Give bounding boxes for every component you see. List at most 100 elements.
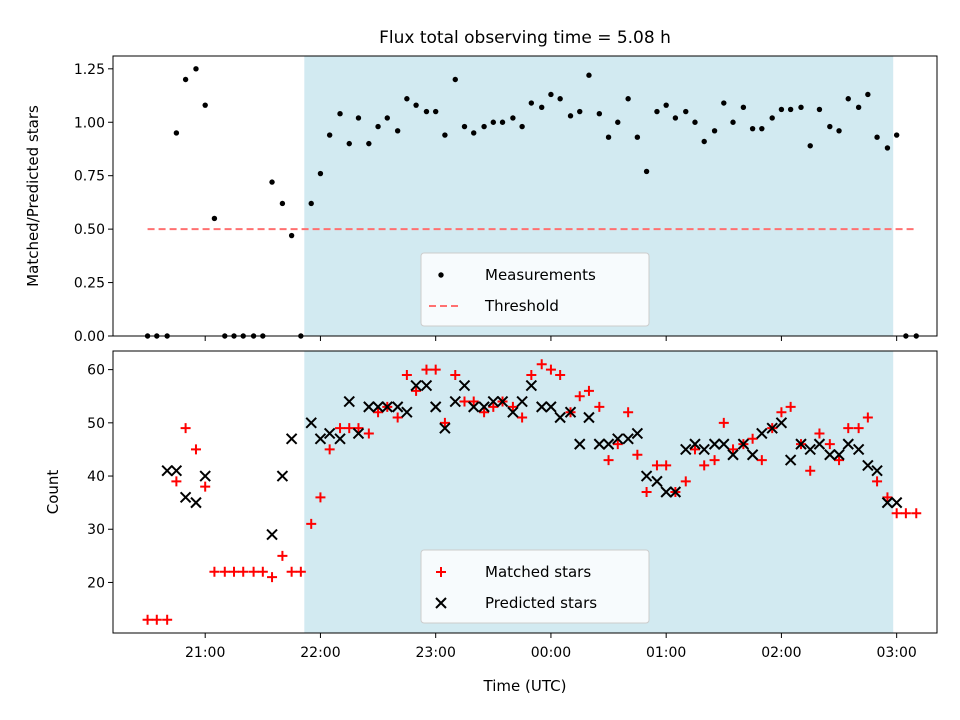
matched-stars-point <box>229 566 240 577</box>
legend-box <box>420 252 650 327</box>
measurement-point <box>355 115 362 121</box>
measurement-point <box>605 134 612 140</box>
measurement-point <box>759 125 765 132</box>
panel-ratio: 0.00 0.25 0.50 0.75 1.00 1.25 Matched/Predicte… <box>24 55 938 345</box>
y-tick-label: 50 <box>87 416 105 432</box>
matched-stars-point <box>632 449 643 460</box>
measurement-point <box>874 134 880 140</box>
measurement-point <box>308 200 314 207</box>
matched-stars-point <box>373 407 384 418</box>
predicted-stars-point <box>449 395 461 408</box>
y-tick-label: 1.00 <box>74 115 105 131</box>
matched-stars-point <box>814 428 825 439</box>
predicted-stars-point <box>478 401 490 413</box>
predicted-stars-point <box>507 406 519 418</box>
predicted-stars-point <box>266 528 278 541</box>
matched-stars-point <box>306 518 317 529</box>
predicted-stars-point <box>708 438 721 450</box>
predicted-stars-point <box>420 379 433 392</box>
predicted-stars-point <box>583 411 595 424</box>
predicted-stars-point <box>381 401 393 413</box>
x-tick-label: 02:00 <box>761 645 801 661</box>
predicted-stars-point <box>651 475 663 488</box>
y-tick-label: 0.75 <box>74 169 105 185</box>
predicted-stars-point <box>458 379 471 392</box>
measurement-point <box>625 96 631 102</box>
y-axis-label: Count <box>44 470 62 515</box>
matched-stars-point <box>335 423 346 434</box>
measurement-point <box>394 128 401 134</box>
matched-stars-point <box>257 566 268 577</box>
matched-stars-point <box>219 566 230 577</box>
legend: Measurements Threshold <box>420 252 650 327</box>
matched-stars-point <box>238 566 249 577</box>
measurement-point <box>567 113 574 119</box>
matched-stars-point <box>248 566 259 577</box>
matched-stars-point <box>776 407 787 418</box>
predicted-stars-point <box>545 401 557 413</box>
measurement-point <box>827 123 833 130</box>
predicted-stars-point <box>314 433 327 445</box>
axes-frame <box>112 350 938 634</box>
measurement-point <box>865 91 871 98</box>
predicted-stars-point <box>305 417 317 429</box>
predicted-stars-point <box>640 470 653 482</box>
measurement-point <box>845 96 851 102</box>
predicted-stars-point <box>775 417 788 429</box>
matched-stars-point <box>507 401 518 412</box>
matched-stars-point <box>680 476 691 487</box>
measurement-point <box>836 128 842 134</box>
predicted-stars-point <box>439 422 451 434</box>
measurement-point <box>692 119 698 125</box>
predicted-stars-point <box>766 422 778 434</box>
measurement-point <box>211 215 218 222</box>
axes-frame <box>112 55 938 337</box>
predicted-stars-point <box>352 427 365 440</box>
series-predicted-stars <box>161 379 903 541</box>
measurement-point <box>499 119 506 125</box>
measurement-point <box>855 104 862 110</box>
measurement-point <box>173 130 180 136</box>
matched-stars-point <box>603 455 614 466</box>
predicted-stars-point <box>698 443 710 456</box>
measurement-point <box>384 115 390 121</box>
predicted-stars-point <box>487 395 500 408</box>
predicted-stars-point <box>391 401 404 413</box>
measurement-point <box>769 115 775 121</box>
matched-stars-point <box>651 460 662 471</box>
matched-stars-point <box>295 566 306 577</box>
matched-stars-point <box>805 465 816 476</box>
matched-stars-point <box>171 476 182 487</box>
predicted-stars-point <box>536 401 548 413</box>
predicted-stars-point <box>564 406 577 418</box>
series-measurements <box>144 66 919 339</box>
measurement-point <box>539 104 545 110</box>
measurement-point <box>317 170 324 177</box>
predicted-stars-point <box>334 433 346 445</box>
measurement-point <box>413 102 419 108</box>
predicted-stars-point <box>170 465 183 477</box>
matched-stars-point <box>555 369 566 380</box>
matched-stars-point <box>872 476 883 487</box>
y-tick-label: 40 <box>87 469 105 485</box>
measurement-point <box>586 72 592 78</box>
predicted-stars-point <box>496 395 509 408</box>
matched-stars-point <box>623 407 634 418</box>
measurement-point <box>519 123 525 130</box>
measurement-point <box>375 123 381 130</box>
matched-stars-point <box>699 460 710 471</box>
measurement-point <box>663 102 669 108</box>
measurement-point <box>528 100 535 106</box>
matched-stars-point <box>911 508 922 519</box>
matched-stars-point <box>162 614 173 625</box>
predicted-stars-point <box>756 427 768 440</box>
matched-stars-point <box>439 417 450 428</box>
predicted-stars-point <box>285 433 298 445</box>
measurement-point <box>683 108 689 115</box>
measurement-point <box>778 106 785 113</box>
measurement-point <box>672 115 679 121</box>
matched-stars-point <box>142 614 153 625</box>
matched-stars-point <box>785 401 796 412</box>
matched-stars-point <box>488 401 499 412</box>
